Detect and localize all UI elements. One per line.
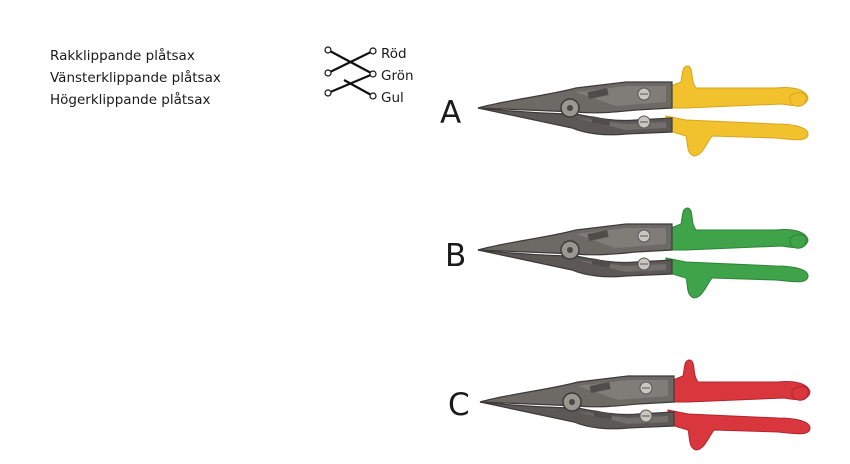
match-line-2: [327, 50, 374, 74]
dot-right-3: [369, 92, 377, 100]
matching-exercise: Röd Grön Gul: [320, 42, 430, 108]
term-straight: Rakklippande plåtsax: [50, 48, 195, 64]
color-label-red: Röd: [381, 46, 407, 62]
tin-snips-c: [479, 359, 811, 451]
term-right: Högerklippande plåtsax: [50, 92, 211, 108]
tin-snips-a: [477, 65, 809, 157]
tin-snips-c-shape: [479, 359, 811, 451]
tool-label-a: A: [440, 95, 462, 131]
tin-snips-a-shape: [477, 65, 809, 157]
dot-right-1: [369, 47, 377, 55]
tin-snips-b: [477, 207, 809, 299]
color-label-yellow: Gul: [381, 90, 404, 106]
matching-lines: [324, 46, 377, 100]
dot-left-3: [324, 89, 332, 97]
match-line-4: [343, 79, 374, 97]
dot-right-2: [369, 70, 377, 78]
tool-label-b: B: [445, 238, 467, 274]
tin-snips-b-shape: [477, 207, 809, 299]
term-list: Rakklippande plåtsax Vänsterklippande pl…: [50, 45, 221, 111]
dot-left-1: [324, 46, 332, 54]
tool-label-c: C: [448, 387, 470, 423]
color-label-green: Grön: [381, 68, 414, 84]
dot-left-2: [324, 69, 332, 77]
term-left: Vänsterklippande plåtsax: [50, 70, 221, 86]
